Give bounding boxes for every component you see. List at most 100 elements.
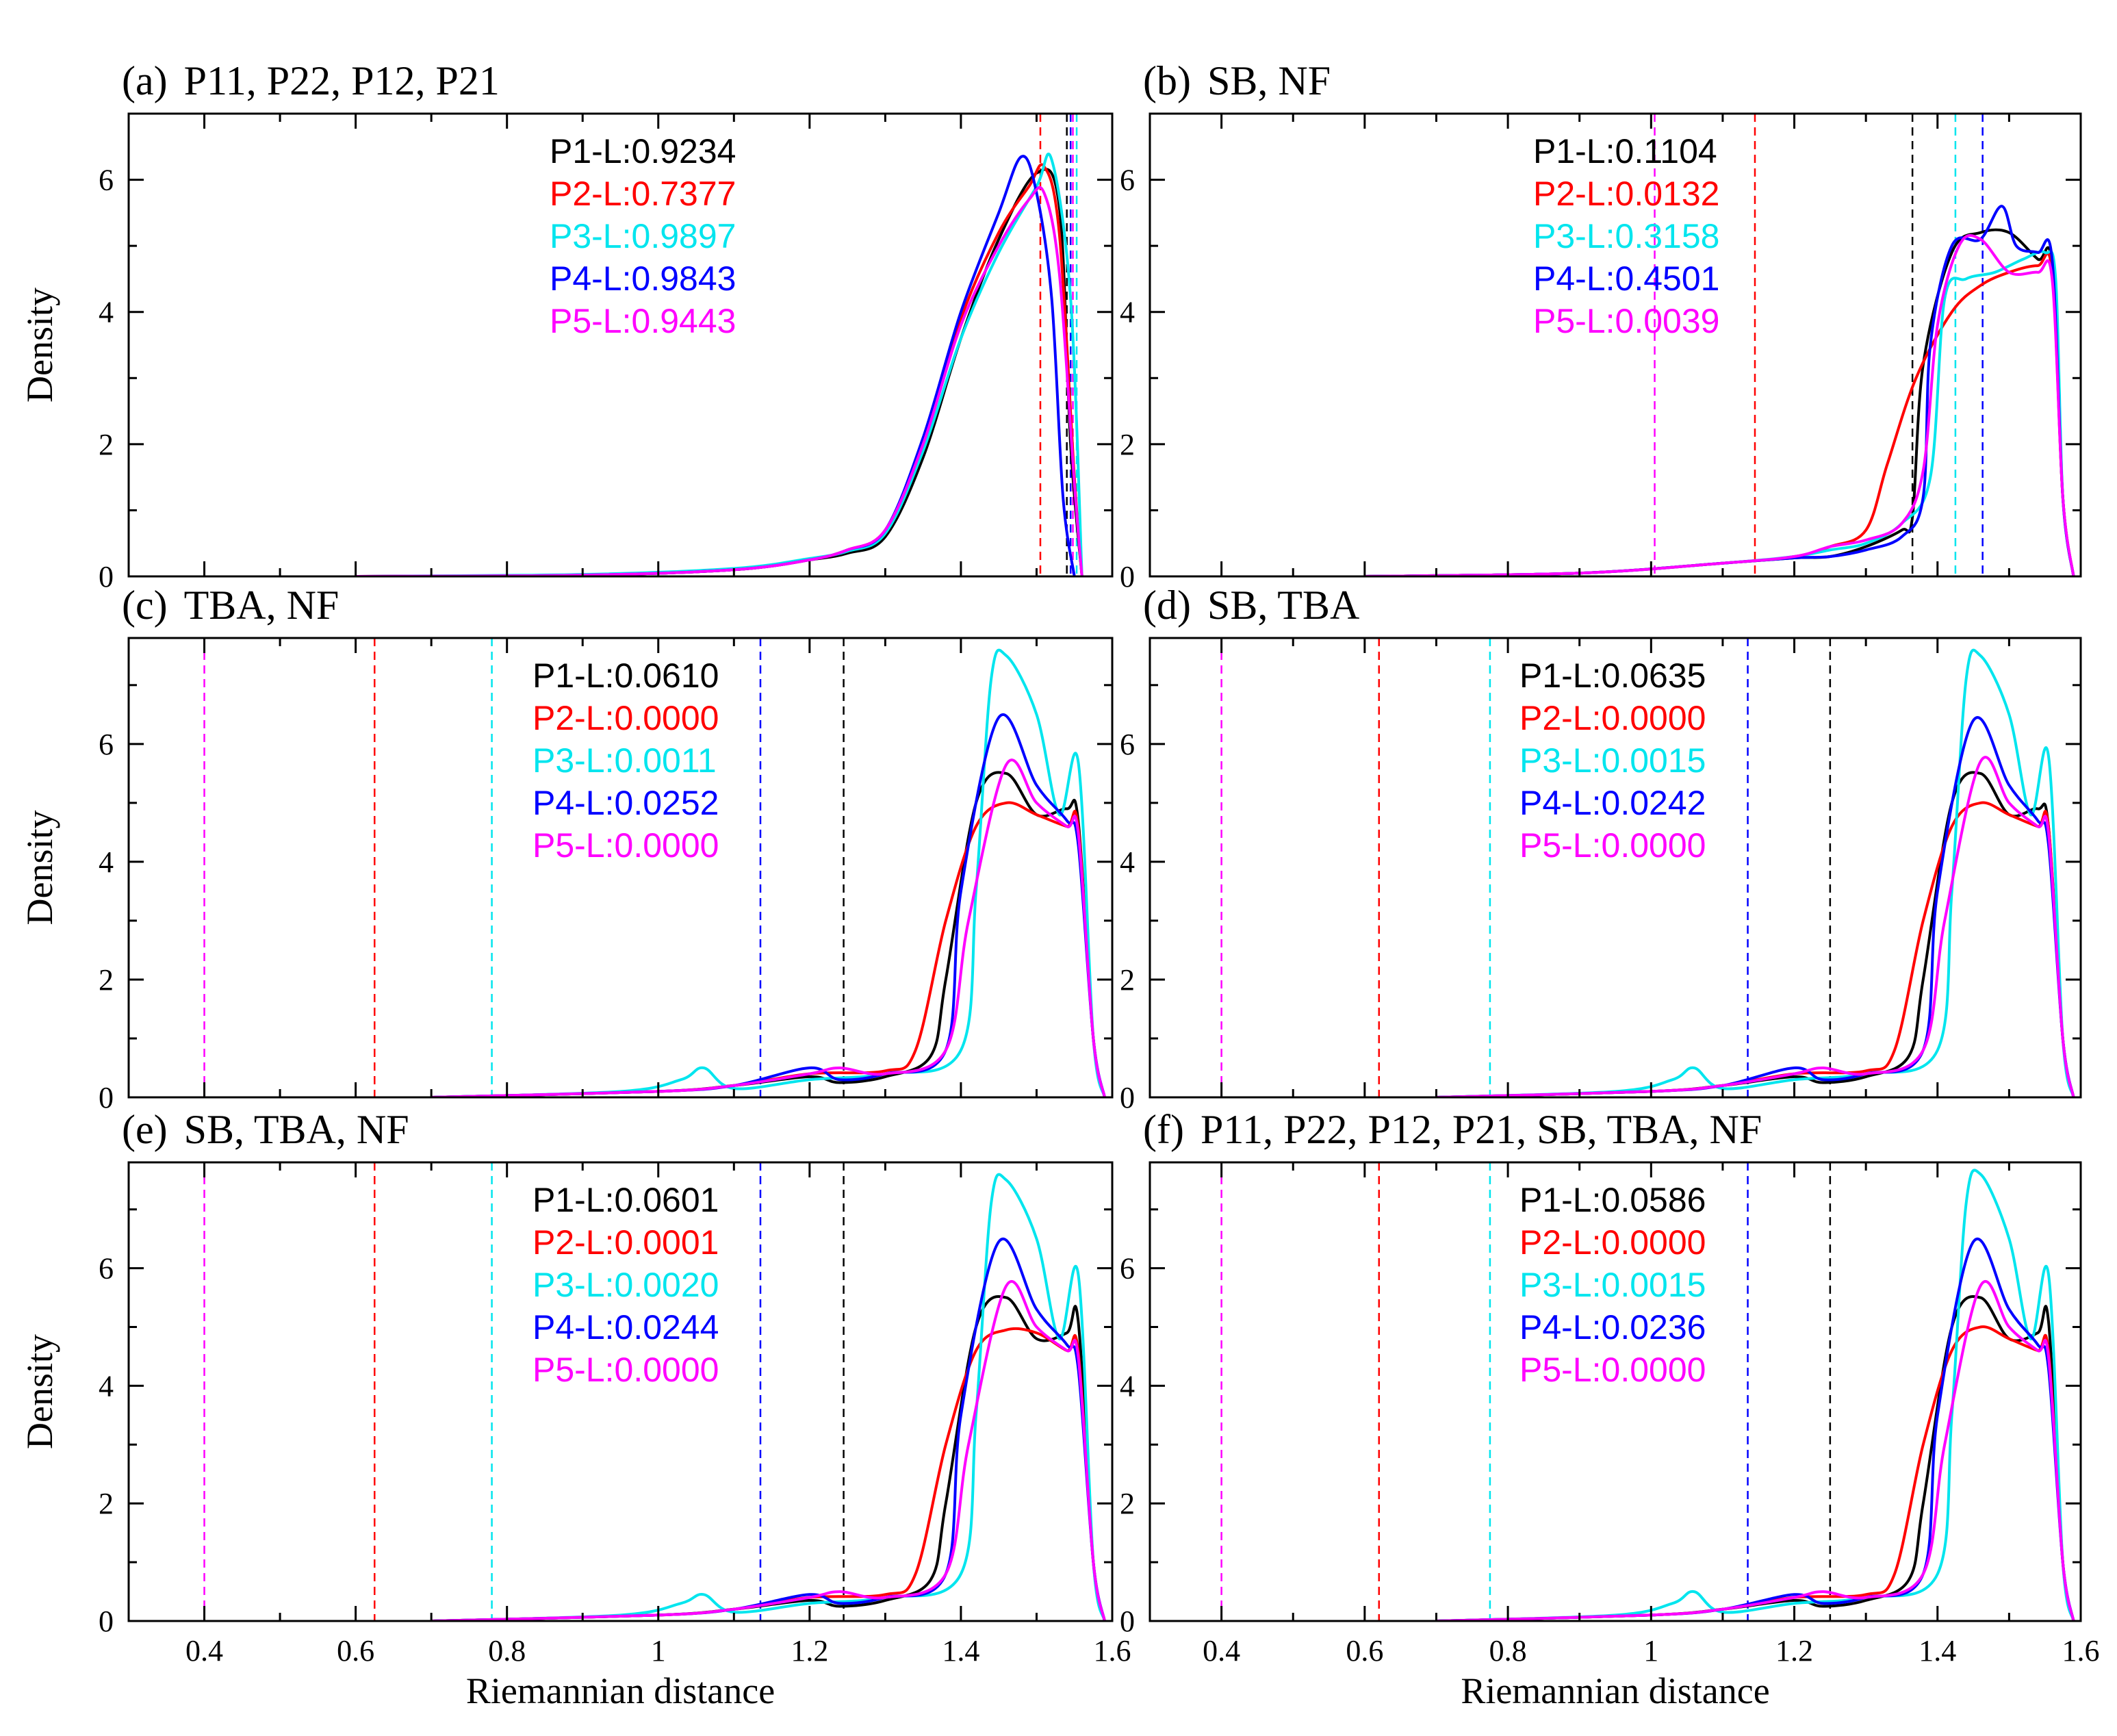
legend-entry-p3: P3-L:0.0011 — [533, 741, 717, 780]
y-tick-label: 0 — [99, 1081, 114, 1114]
legend-entry-p3: P3-L:0.0020 — [533, 1266, 719, 1304]
curves — [1436, 648, 2075, 1097]
legend-entry-p3: P3-L:0.3158 — [1533, 217, 1719, 255]
legend-entry-p4: P4-L:0.0244 — [533, 1308, 719, 1346]
y-tick-label: 4 — [99, 845, 114, 879]
y-tick-label: 2 — [1120, 963, 1135, 997]
y-tick-label: 2 — [99, 963, 114, 997]
legend-entry-p4: P4-L:0.4501 — [1533, 259, 1719, 298]
panel-title-text: TBA, NF — [184, 583, 339, 628]
legend-entry-p5: P5-L:0.0000 — [533, 826, 719, 865]
panel-title: (c) TBA, NF — [122, 583, 339, 628]
series-line-p3 — [431, 648, 1106, 1097]
panel-label: (b) — [1143, 58, 1191, 103]
panel-title-text: SB, NF — [1207, 58, 1331, 103]
curves — [355, 152, 1083, 576]
legend-entry-p2: P2-L:0.0000 — [1519, 699, 1706, 737]
panel-title-text: SB, TBA — [1207, 583, 1359, 628]
legend-entry-p1: P1-L:0.0610 — [533, 656, 719, 695]
y-tick-label: 6 — [1120, 164, 1135, 197]
x-tick-label: 0.6 — [337, 1634, 374, 1668]
y-tick-label: 2 — [1120, 1487, 1135, 1520]
y-tick-label: 0 — [99, 1605, 114, 1638]
y-tick-label: 4 — [99, 296, 114, 329]
legend-entry-p5: P5-L:0.0000 — [1519, 826, 1706, 865]
y-tick-label: 4 — [1120, 845, 1135, 879]
legend-entry-p4: P4-L:0.0252 — [533, 784, 719, 822]
y-tick-label: 4 — [1120, 296, 1135, 329]
panel-label: (c) — [122, 583, 168, 628]
panel-title: (d) SB, TBA — [1143, 583, 1359, 628]
series-line-p5 — [431, 1279, 1106, 1621]
legend-entry-p4: P4-L:0.9843 — [550, 259, 736, 298]
legend-entry-p2: P2-L:0.7377 — [550, 175, 736, 213]
series-line-p5 — [431, 758, 1106, 1097]
y-tick-label: 2 — [99, 428, 114, 461]
series-line-p5 — [355, 186, 1083, 576]
panel-title: (f) P11, P22, P12, P21, SB, TBA, NF — [1143, 1107, 1762, 1152]
panel-title-text: P11, P22, P12, P21, SB, TBA, NF — [1201, 1107, 1762, 1152]
y-tick-label: 4 — [1120, 1369, 1135, 1403]
legend-entry-p3: P3-L:0.0015 — [1519, 741, 1706, 780]
curves — [431, 1173, 1106, 1621]
legend-entry-p1: P1-L:0.0635 — [1519, 656, 1706, 695]
panel-title: (a) P11, P22, P12, P21 — [122, 58, 500, 103]
y-tick-label: 0 — [1120, 1081, 1135, 1114]
y-tick-label: 2 — [1120, 428, 1135, 461]
plot-frame — [127, 112, 1114, 578]
legend-entry-p2: P2-L:0.0000 — [1519, 1223, 1706, 1262]
legend-entry-p5: P5-L:0.0000 — [1519, 1351, 1706, 1389]
panel-e: (e) SB, TBA, NF 0.4 0.6 0.8 1 1.2 1.4 1.6 0 2 4 6 Den… — [19, 1107, 1131, 1711]
curves — [1436, 1169, 2075, 1621]
panel-b: (b) SB, NF 0 2 4 6 P1-L:0.1104 P2-L:0.0132 P3-L:… — [1120, 58, 2082, 593]
legend-entry-p4: P4-L:0.0242 — [1519, 784, 1706, 822]
x-axis-label: Riemannian distance — [466, 1670, 775, 1711]
y-tick-label: 0 — [1120, 560, 1135, 593]
y-axis-label: Density — [19, 288, 60, 403]
panel-c: (c) TBA, NF 0 2 4 6 Density P1-L:0.0610 P2-L:0.0… — [19, 583, 1114, 1114]
plot-frame — [127, 1161, 1114, 1622]
y-tick-label: 6 — [99, 728, 114, 761]
x-tick-label: 0.8 — [1489, 1634, 1527, 1668]
y-axis-label: Density — [19, 1334, 60, 1449]
panel-f: (f) P11, P22, P12, P21, SB, TBA, NF 0.4 0.6… — [1120, 1107, 2100, 1711]
x-tick-label: 0.6 — [1346, 1634, 1383, 1668]
x-tick-label: 1.2 — [1775, 1634, 1813, 1668]
series-line-p5 — [1436, 1279, 2075, 1621]
x-tick-label: 1 — [651, 1634, 666, 1668]
panel-label: (d) — [1143, 583, 1191, 628]
y-tick-label: 6 — [99, 164, 114, 197]
legend-entry-p3: P3-L:0.0015 — [1519, 1266, 1706, 1304]
panel-a: (a) P11, P22, P12, P21 0 2 4 6 Density P1-L:0.9… — [19, 58, 1114, 593]
series-line-p3 — [1364, 250, 2075, 576]
legend-entry-p1: P1-L:0.0586 — [1519, 1181, 1706, 1219]
series-line-p5 — [1436, 756, 2075, 1097]
legend-entry-p1: P1-L:0.9234 — [550, 132, 736, 170]
panel-title: (e) SB, TBA, NF — [122, 1107, 409, 1152]
panel-title-text: SB, TBA, NF — [184, 1107, 409, 1152]
x-tick-label: 0.8 — [488, 1634, 526, 1668]
plot-frame — [1149, 637, 2082, 1099]
x-tick-label: 1.4 — [942, 1634, 979, 1668]
x-tick-label: 1.4 — [1919, 1634, 1956, 1668]
legend-entry-p2: P2-L:0.0132 — [1533, 175, 1719, 213]
legend-entry-p3: P3-L:0.9897 — [550, 217, 736, 255]
legend-entry-p4: P4-L:0.0236 — [1519, 1308, 1706, 1346]
x-tick-label: 0.4 — [1203, 1634, 1240, 1668]
panel-d: (d) SB, TBA 0 2 4 6 P1-L:0.0635 P2-L:0.0000 P3-L… — [1120, 583, 2082, 1114]
legend-entry-p5: P5-L:0.9443 — [550, 302, 736, 340]
y-tick-label: 6 — [1120, 728, 1135, 761]
legend-entry-p1: P1-L:0.0601 — [533, 1181, 719, 1219]
panel-label: (a) — [122, 58, 168, 103]
x-tick-label: 0.4 — [185, 1634, 223, 1668]
y-axis-label: Density — [19, 810, 60, 926]
legend-entry-p5: P5-L:0.0000 — [533, 1351, 719, 1389]
x-axis-label: Riemannian distance — [1461, 1670, 1769, 1711]
y-tick-label: 4 — [99, 1369, 114, 1403]
legend-entry-p1: P1-L:0.1104 — [1533, 132, 1717, 170]
y-tick-label: 2 — [99, 1487, 114, 1520]
panel-title-text: P11, P22, P12, P21 — [184, 58, 500, 103]
panel-label: (f) — [1143, 1107, 1184, 1152]
legend-entry-p2: P2-L:0.0000 — [533, 699, 719, 737]
